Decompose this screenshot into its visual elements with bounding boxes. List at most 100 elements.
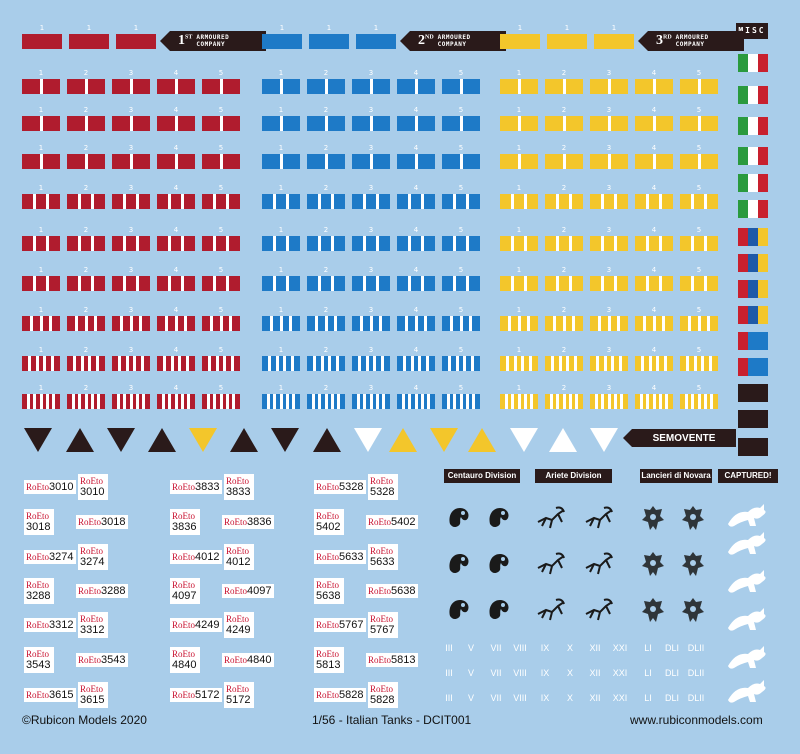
bar-stripe xyxy=(618,356,622,371)
bar-stripe xyxy=(26,394,30,409)
bar-number: 4 xyxy=(651,306,657,314)
bar-number: 4 xyxy=(651,226,657,234)
re-mark: RoEto xyxy=(80,614,104,624)
bar-stripe xyxy=(617,316,620,331)
bar-stripe xyxy=(556,236,560,251)
company-bar-red: 5 xyxy=(202,106,240,131)
roman-numeral: VII xyxy=(490,668,502,678)
bar-stripe xyxy=(553,316,556,331)
bar-stripe xyxy=(90,236,94,251)
company-bar-blue: 5 xyxy=(442,266,480,291)
bar-stripe xyxy=(523,276,527,291)
roman-numeral: III xyxy=(445,693,453,703)
plate-number: 5402 xyxy=(316,521,341,533)
company-bar-yellow: 5 xyxy=(680,306,718,331)
roman-numeral: DLII xyxy=(687,693,705,703)
number-plate-stacked: RoEto 5813 xyxy=(314,647,344,673)
company-bar-red: 4 xyxy=(157,306,195,331)
bar-number: 2 xyxy=(83,144,89,152)
bar-stripe xyxy=(613,194,617,209)
bar-number: 2 xyxy=(561,306,567,314)
bar-number: 5 xyxy=(696,346,702,354)
bar-stripe xyxy=(90,194,94,209)
misc-flag xyxy=(738,147,768,165)
bar-stripe xyxy=(315,316,318,331)
company-bar-blue: 2 xyxy=(307,144,345,169)
bar-stripe xyxy=(375,236,379,251)
roman-numeral: XXI xyxy=(612,668,628,678)
bar-number: 2 xyxy=(561,266,567,274)
bar-number: 5 xyxy=(458,69,464,77)
footer-product: 1/56 - Italian Tanks - DCIT001 xyxy=(312,713,472,727)
roman-numeral: X xyxy=(566,693,573,703)
bar-stripe xyxy=(513,356,517,371)
re-mark: RoEto xyxy=(370,614,394,624)
bar-stripe xyxy=(697,316,701,331)
company-bar-yellow: 2 xyxy=(545,226,583,251)
bar-stripe xyxy=(648,356,652,371)
bar-number: 5 xyxy=(696,69,702,77)
company-bar-blue: 1 xyxy=(262,384,300,409)
bar-stripe xyxy=(180,194,184,209)
bar-stripe xyxy=(375,394,379,409)
bar-stripe xyxy=(133,356,137,371)
roman-numeral: V xyxy=(467,668,474,678)
company-bar-blue: 4 xyxy=(397,266,435,291)
bar-stripe xyxy=(658,276,662,291)
bar-stripe xyxy=(369,394,373,409)
bar-number: 3 xyxy=(368,226,374,234)
bar-stripe xyxy=(223,356,227,371)
bar-stripe xyxy=(568,276,572,291)
bar-number: 4 xyxy=(173,226,179,234)
bar-number: 1 xyxy=(38,346,44,354)
company-bar-yellow: 4 xyxy=(635,226,673,251)
bar-stripe xyxy=(365,356,369,371)
bar-stripe xyxy=(45,276,49,291)
bar-number: 4 xyxy=(651,384,657,392)
plate-number: 4012 xyxy=(195,551,220,563)
bar-stripe xyxy=(558,356,562,371)
bar-stripe xyxy=(688,316,691,331)
bar-stripe xyxy=(517,316,521,331)
bar-stripe xyxy=(180,276,184,291)
bar-number: 1 xyxy=(278,266,284,274)
company-bar-red: 3 xyxy=(112,306,150,331)
company-bar-blue: 1 xyxy=(262,266,300,291)
company-bar-yellow: 5 xyxy=(680,346,718,371)
company-bar-yellow: 3 xyxy=(590,106,628,131)
bar-stripe xyxy=(568,194,572,209)
bar-stripe xyxy=(318,236,322,251)
bar-stripe xyxy=(279,116,283,131)
bar-stripe xyxy=(527,316,530,331)
company-bar-red: 5 xyxy=(202,144,240,169)
company-bar-red: 4 xyxy=(157,184,195,209)
bar-stripe xyxy=(135,194,139,209)
bar-number: 4 xyxy=(413,384,419,392)
company-bar-blue: 2 xyxy=(307,184,345,209)
bar-stripe xyxy=(78,276,82,291)
company-bar-yellow: 2 xyxy=(545,346,583,371)
bar-stripe xyxy=(697,394,701,409)
bar-stripe xyxy=(601,236,605,251)
bar-stripe xyxy=(408,394,412,409)
bar-number: 5 xyxy=(458,346,464,354)
plate-number: 4840 xyxy=(172,659,197,671)
bar-stripe xyxy=(33,194,37,209)
company-text: ARMOURED COMPANY xyxy=(675,34,709,48)
bar-number: 4 xyxy=(173,266,179,274)
company-bar-yellow: 3 xyxy=(590,184,628,209)
bar-stripe xyxy=(594,394,598,409)
number-plate: RoEto 5633 xyxy=(314,550,366,564)
bar-number: 4 xyxy=(651,184,657,192)
re-mark: RoEto xyxy=(368,586,392,596)
bar-stripe xyxy=(414,316,418,331)
triangle-up xyxy=(549,428,577,452)
centauro-emblem-icon xyxy=(486,596,512,622)
bar-number: 5 xyxy=(458,144,464,152)
number-plate-stacked: RoEto 3836 xyxy=(170,509,200,535)
plate-number: 4097 xyxy=(247,585,272,597)
bar-number: 1 xyxy=(278,346,284,354)
bar-stripe xyxy=(206,394,210,409)
company-bar-red: 4 xyxy=(157,226,195,251)
company-bar-yellow: 1 xyxy=(547,24,587,49)
